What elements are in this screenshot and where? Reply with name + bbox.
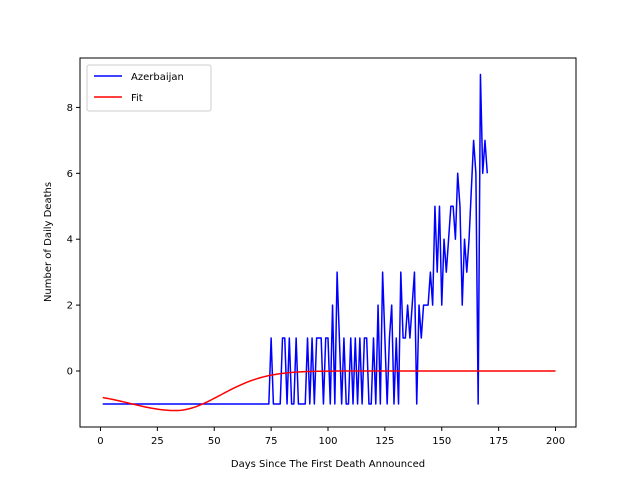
x-axis-ticks: 0 25 50 75 100 125 150 175 200 (97, 427, 565, 447)
series-layer (102, 73, 556, 412)
x-tick-label: 0 (97, 436, 103, 447)
x-tick-label: 125 (375, 436, 394, 447)
x-axis-label: Days Since The First Death Announced (231, 459, 425, 470)
legend: Azerbaijan Fit (86, 64, 212, 112)
legend-label-azerbaijan: Azerbaijan (131, 72, 184, 83)
x-tick-label: 75 (265, 436, 278, 447)
y-tick-label: 8 (67, 103, 73, 114)
x-tick-label: 25 (151, 436, 164, 447)
y-axis-ticks: 0 2 4 6 8 (67, 103, 80, 377)
legend-label-fit: Fit (131, 93, 143, 104)
x-tick-label: 100 (318, 436, 337, 447)
y-axis-label: Number of Daily Deaths (43, 182, 54, 302)
y-tick-label: 2 (67, 301, 73, 312)
x-tick-label: 50 (208, 436, 221, 447)
x-tick-label: 150 (432, 436, 451, 447)
series-line-azerbaijan (102, 73, 489, 405)
y-tick-label: 0 (67, 366, 73, 377)
x-tick-label: 175 (489, 436, 508, 447)
y-tick-label: 4 (67, 235, 73, 246)
series-line-fit (102, 370, 556, 412)
y-tick-label: 6 (67, 169, 73, 180)
x-tick-label: 200 (546, 436, 565, 447)
